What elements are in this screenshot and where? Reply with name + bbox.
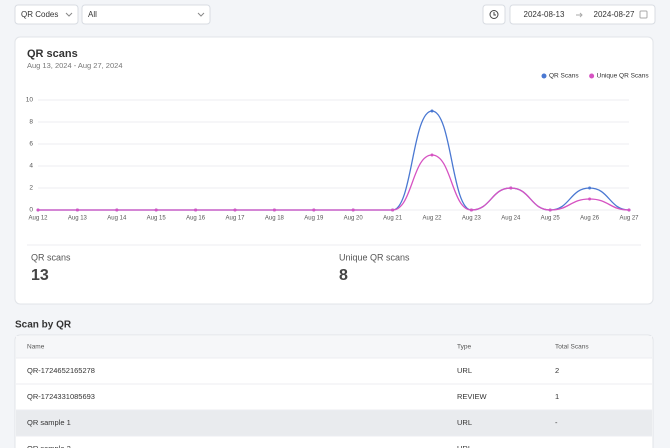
table-cell: URL (457, 418, 472, 427)
point (194, 208, 198, 212)
chevron (197, 12, 205, 17)
point (351, 208, 355, 212)
y-tick-label: 0 (29, 207, 33, 214)
x-tick-label: Aug 22 (422, 216, 442, 222)
x-tick-label: Aug 24 (501, 216, 521, 222)
table-cell: REVIEW (457, 392, 488, 401)
table-cell: - (555, 418, 558, 427)
point (627, 208, 631, 212)
column-header: Name (27, 344, 45, 351)
stat-value: 8 (339, 267, 348, 284)
point (154, 208, 158, 212)
table-cell[interactable]: QR-1724652165278 (27, 366, 95, 375)
chart-subtitle: Aug 13, 2024 - Aug 27, 2024 (27, 61, 123, 70)
x-tick-label: Aug 17 (225, 216, 245, 222)
x-tick-label: Aug 14 (107, 216, 127, 222)
x-tick-label: Aug 18 (265, 216, 285, 222)
chevron (65, 12, 73, 17)
table-cell[interactable]: QR sample 2 (27, 444, 71, 448)
stat-value: 13 (31, 267, 49, 284)
calendar-icon (639, 10, 648, 19)
point (391, 208, 395, 212)
table-cell[interactable]: QR-1724331085693 (27, 392, 95, 401)
stat-label: QR scans (31, 252, 71, 262)
point (588, 197, 592, 201)
y-tick-label: 6 (29, 141, 33, 148)
chart-card (14, 36, 654, 305)
point (509, 186, 513, 190)
type-select-text: QR Codes (21, 10, 58, 19)
date-range[interactable] (509, 4, 656, 25)
table-cell[interactable]: QR sample 1 (27, 418, 71, 427)
type-select[interactable] (14, 4, 79, 25)
point (115, 208, 119, 212)
arrow-icon (576, 12, 583, 18)
x-tick-label: Aug 16 (186, 216, 206, 222)
legend-label: QR Scans (549, 73, 579, 80)
y-tick-label: 2 (29, 185, 33, 192)
clock-hand (493, 12, 496, 16)
point (36, 208, 40, 212)
x-tick-label: Aug 25 (541, 216, 561, 222)
legend-dot (541, 73, 547, 79)
column-header: Type (457, 344, 471, 351)
point (233, 208, 237, 212)
legend-label: Unique QR Scans (597, 73, 650, 80)
table-cell: - (555, 444, 558, 448)
table-cell: 2 (555, 366, 559, 375)
scope-select[interactable] (81, 4, 211, 25)
chart-title: QR scans (27, 48, 78, 60)
point (272, 208, 276, 212)
legend-dot (589, 73, 595, 79)
x-tick-label: Aug 23 (462, 216, 482, 222)
clock-icon (489, 10, 499, 19)
table-header (16, 336, 652, 358)
x-tick-label: Aug 12 (28, 216, 48, 222)
table-cell: URL (457, 444, 472, 448)
y-tick-label: 8 (29, 119, 33, 126)
table-cell: URL (457, 366, 472, 375)
x-tick-label: Aug 15 (147, 216, 167, 222)
table-title: Scan by QR (15, 320, 72, 331)
y-tick-label: 10 (26, 97, 34, 104)
scope-select-text: All (88, 10, 97, 19)
table-cell: 1 (555, 392, 559, 401)
stat-label: Unique QR scans (339, 252, 410, 262)
x-tick-label: Aug 20 (344, 216, 364, 222)
point (588, 186, 592, 190)
x-tick-label: Aug 21 (383, 216, 403, 222)
x-tick-label: Aug 26 (580, 216, 600, 222)
y-tick-label: 4 (29, 163, 33, 170)
column-header: Total Scans (555, 344, 589, 351)
point (548, 208, 552, 212)
date-start: 2024-08-13 (524, 10, 565, 19)
x-tick-label: Aug 13 (68, 216, 88, 222)
point (469, 208, 473, 212)
point (430, 153, 434, 157)
row-highlight (16, 410, 652, 436)
series-line (37, 154, 630, 211)
point (312, 208, 316, 212)
point (430, 109, 434, 113)
x-tick-label: Aug 19 (304, 216, 324, 222)
x-tick-label: Aug 27 (619, 216, 639, 222)
point (75, 208, 79, 212)
date-end: 2024-08-27 (594, 10, 635, 19)
